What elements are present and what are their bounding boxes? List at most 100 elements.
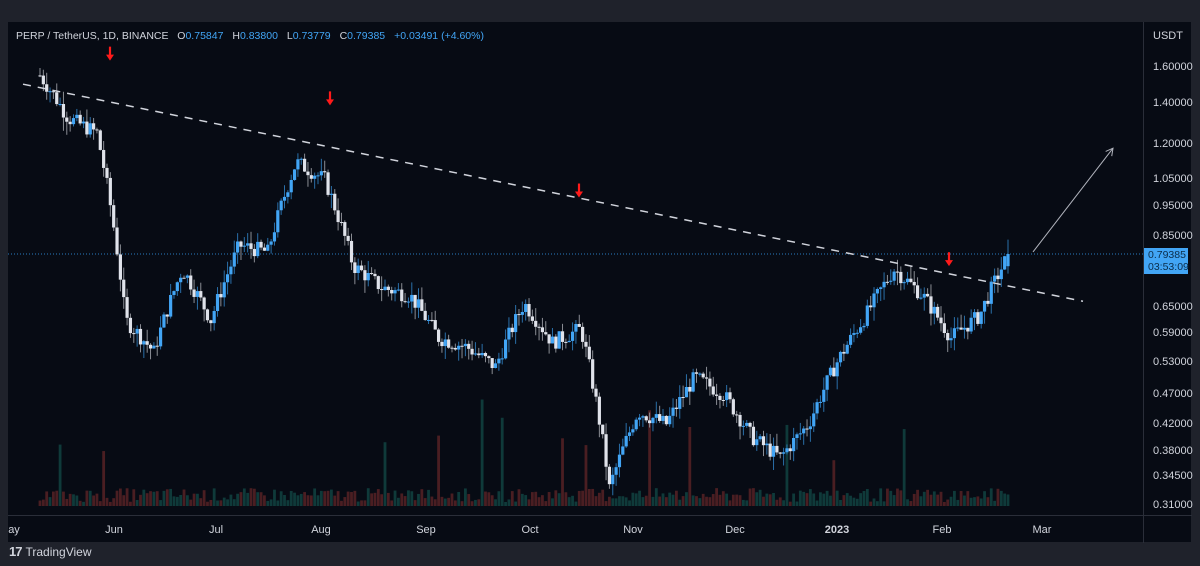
chart-plot-area[interactable]: PERP / TetherUS, 1D, BINANCE O0.75847 H0…: [8, 22, 1143, 515]
volume-bar: [788, 501, 792, 506]
candle-body: [326, 172, 330, 195]
volume-bar: [196, 493, 199, 506]
volume-bar: [969, 497, 973, 506]
candle-body: [118, 254, 122, 280]
candle-body: [500, 358, 504, 360]
candle-body: [219, 294, 223, 298]
volume-bar: [433, 499, 437, 506]
projection-arrow-head-icon: [1105, 147, 1114, 157]
tradingview-brand[interactable]: 17 TradingView: [9, 544, 92, 559]
volume-bar: [886, 488, 889, 506]
candle-body: [681, 397, 685, 399]
candle-body: [537, 326, 541, 328]
volume-bar: [929, 494, 933, 506]
volume-bar: [463, 488, 467, 506]
price-tick-label: 1.40000: [1153, 96, 1193, 109]
candle-body: [182, 277, 186, 279]
volume-bar: [520, 493, 524, 506]
high-key: H: [232, 30, 240, 42]
candle-body: [714, 394, 719, 396]
candle-body: [329, 193, 334, 195]
candle-body: [480, 352, 484, 356]
volume-bar: [474, 499, 477, 506]
volume-bar: [792, 493, 796, 506]
volume-bar: [202, 490, 206, 506]
volume-bar: [122, 495, 126, 506]
time-tick-label: ay: [8, 524, 20, 536]
candle-body: [135, 328, 139, 334]
candle-body: [390, 289, 394, 294]
volume-bar: [661, 493, 665, 506]
price-tick-label: 1.60000: [1153, 60, 1193, 73]
candle-body: [594, 388, 598, 397]
volume-bar: [514, 501, 518, 506]
candle-body: [51, 91, 55, 93]
candle-body: [490, 358, 494, 369]
volume-bar: [222, 497, 226, 506]
volume-bar: [591, 488, 595, 506]
low-key: L: [286, 30, 293, 42]
candle-body: [976, 312, 980, 324]
candle-body: [232, 252, 236, 267]
volume-bar: [691, 495, 695, 506]
volume-bar: [457, 491, 461, 506]
candle-body: [852, 333, 856, 335]
volume-bar: [752, 488, 755, 506]
candle-body: [795, 434, 799, 438]
candle-body: [423, 310, 427, 321]
volume-bar: [577, 490, 581, 506]
volume-bar: [326, 490, 330, 506]
volume-bar: [169, 488, 173, 506]
candle-body: [262, 247, 267, 251]
candle-body: [684, 386, 689, 398]
candle-body: [993, 275, 997, 282]
candle-body: [353, 262, 357, 273]
volume-bar: [554, 490, 558, 506]
candle-body: [601, 424, 605, 435]
volume-bar: [82, 501, 85, 506]
candle-body: [68, 121, 72, 125]
volume-bar: [447, 497, 451, 506]
candle-body: [363, 270, 367, 281]
volume-bar: [735, 494, 739, 506]
candle-body: [560, 331, 565, 342]
candlestick-chart[interactable]: [8, 22, 1143, 515]
candle-body: [420, 299, 424, 311]
volume-bar: [805, 493, 809, 506]
candle-body: [440, 341, 444, 347]
volume-bar: [953, 490, 956, 506]
candle-body: [926, 293, 930, 297]
candle-body: [939, 317, 943, 324]
candle-body: [956, 327, 960, 329]
close-key: C: [339, 30, 348, 42]
candle-body: [229, 266, 233, 275]
volume-bar: [966, 491, 970, 506]
volume-bar: [993, 500, 997, 506]
volume-bar: [259, 492, 263, 506]
volume-bar: [869, 501, 873, 506]
time-axis[interactable]: ay Jun Jul Aug Sep Oct Nov Dec 2023 Feb Mar: [8, 515, 1143, 543]
volume-bar: [380, 494, 384, 506]
volume-bar: [105, 497, 109, 506]
volume-bar: [772, 492, 775, 506]
volume-bar: [118, 488, 122, 506]
volume-bar: [78, 500, 82, 506]
price-axis[interactable]: USDT 0.79385 03:53:09 1.60000 1.40000 1.20…: [1143, 22, 1193, 515]
volume-bar: [420, 489, 424, 506]
symbol-name[interactable]: PERP: [16, 30, 45, 42]
candle-body: [256, 241, 260, 257]
volume-bar: [979, 498, 983, 506]
candle-body: [396, 289, 400, 291]
volume-bar: [999, 490, 1003, 506]
candle-body: [654, 414, 658, 418]
candle-body: [915, 285, 920, 299]
volume-bar: [551, 498, 554, 506]
candle-body: [400, 289, 404, 302]
volume-bar: [383, 442, 387, 506]
candle-body: [303, 158, 307, 172]
time-tick-label: Sep: [416, 524, 436, 536]
candle-body: [299, 158, 303, 160]
volume-bar: [175, 496, 179, 506]
candle-body: [467, 343, 471, 349]
open-key: O: [177, 30, 186, 42]
